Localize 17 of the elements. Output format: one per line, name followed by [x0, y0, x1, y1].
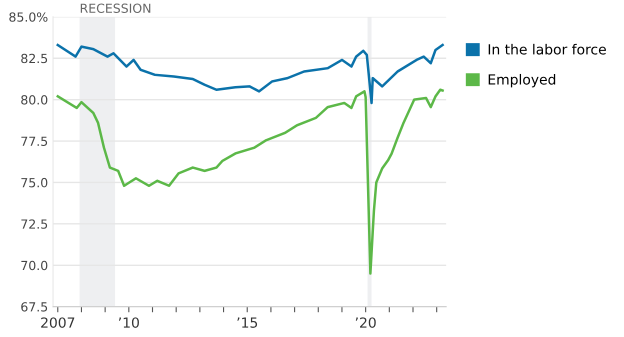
- y-tick-label: 85.0%: [9, 12, 48, 22]
- x-tick-label: ’15: [237, 318, 258, 328]
- y-tick-label: 67.5: [21, 302, 48, 312]
- x-tick-label: ’10: [118, 317, 139, 328]
- legend-label: Employed: [488, 74, 556, 88]
- y-tick-label: 72.5: [21, 219, 48, 229]
- band-label: RECESSION: [80, 4, 150, 13]
- y-tick-label: 77.5: [21, 136, 48, 146]
- line-series: [56, 44, 444, 104]
- y-tick-label: 75.0: [21, 178, 48, 188]
- x-tick-label: 2007: [41, 317, 74, 328]
- line-series: [56, 88, 444, 275]
- x-tick-label: ’20: [356, 317, 376, 328]
- y-tick-label: 70.0: [21, 260, 48, 270]
- y-tick-label: 82.5: [21, 54, 48, 64]
- y-tick-label: 80.0: [21, 95, 48, 105]
- legend-label: In the labor force: [488, 44, 606, 55]
